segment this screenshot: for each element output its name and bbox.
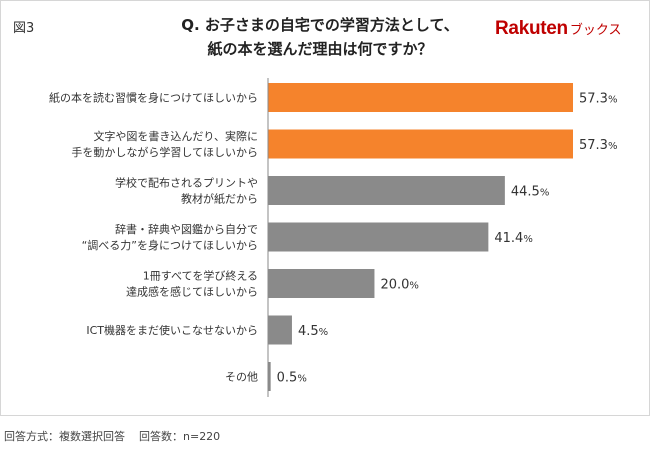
value-label-3: 44.5% [511,185,549,200]
category-label-4: 辞書・辞典や図鑑から自分で“調べる力”を身につけてほしいから [82,222,258,252]
chart-title: Q. お子さまの自宅での学習方法として、 紙の本を選んだ理由は何ですか？ [120,13,520,61]
value-label-4: 41.4% [494,231,532,246]
bar-5 [268,269,375,298]
logo-suffix-text: ブックス [569,23,622,38]
category-label-2: 文字や図を書き込んだり、実際に手を動かしながら学習してほしいから [71,129,258,159]
bar-1 [268,83,573,112]
value-label-2: 57.3% [579,138,617,153]
rakuten-books-logo: Rakuten ブックス [495,18,645,42]
category-label-6: ICT機器をまだ使いこなせないから [86,323,258,337]
logo-brand-text: Rakuten [495,18,568,39]
bar-6 [268,315,292,345]
value-label-7: 0.5% [277,371,307,386]
category-label-5: 1冊すべてを学び終える達成感を感じてほしいから [126,269,258,299]
chart-panel [0,0,650,416]
category-label-1: 紙の本を読む習慣を身につけてほしいから [49,91,258,105]
bar-4 [268,222,489,252]
figure-label: 図3 [13,21,35,36]
category-label-3: 学校で配布されるプリントや教材が紙だから [115,176,258,206]
value-label-6: 4.5% [298,324,328,339]
category-label-7: その他 [225,371,258,384]
value-label-5: 20.0% [380,278,418,293]
footnote-count: 回答数：n=220 [139,430,221,443]
bar-2 [268,129,573,159]
chart-title-line-1: Q. お子さまの自宅での学習方法として、 [181,16,459,34]
bar-7 [268,362,271,391]
value-label-1: 57.3% [579,92,617,107]
chart-title-line-2: 紙の本を選んだ理由は何ですか？ [207,40,433,58]
bar-3 [268,176,505,205]
footnote-method: 回答方式：複数選択回答 [4,430,125,443]
footnote: 回答方式：複数選択回答 回答数：n=220 [4,428,234,444]
bar-chart: 57.3% 紙の本を読む習慣を身につけてほしいから 57.3% 文字や図を書き込んだり… [49,78,617,397]
